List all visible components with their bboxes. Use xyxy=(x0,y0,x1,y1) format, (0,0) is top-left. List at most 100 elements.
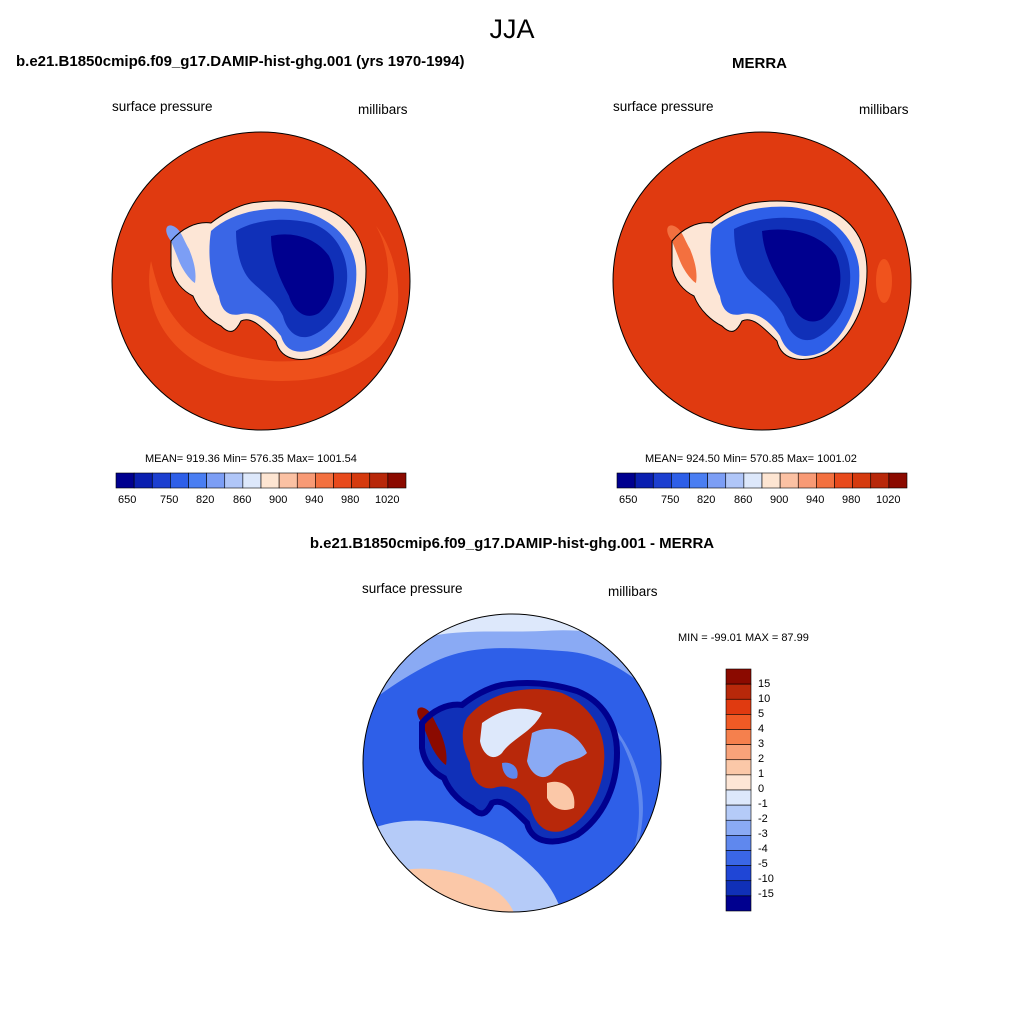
colorbar-swatch-1 xyxy=(634,472,654,489)
peninsula xyxy=(667,225,697,283)
interior-mix-3 xyxy=(547,781,575,810)
panel1-tick-0: 650 xyxy=(118,494,137,506)
panel3-tick-3: 4 xyxy=(758,723,765,735)
colorbar-swatch-3 xyxy=(671,472,690,489)
panel3-title: b.e21.B1850cmip6.f09_g17.DAMIP-hist-ghg.… xyxy=(309,535,715,552)
panel2-units-label: millibars xyxy=(859,102,909,117)
high-pressure-patch xyxy=(876,259,892,303)
colorbar-swatch-14 xyxy=(369,472,389,489)
colorbar-swatch-1 xyxy=(133,472,153,489)
colorbar-swatch-15 xyxy=(387,472,407,489)
coastline xyxy=(170,200,367,360)
peninsula xyxy=(166,225,196,283)
diff-colorbar-swatch-12 xyxy=(725,850,752,866)
diff-colorbar-swatch-8 xyxy=(725,789,752,806)
colorbar-swatch-12 xyxy=(333,472,352,489)
plateau-core xyxy=(271,234,334,316)
colorbar-swatch-7 xyxy=(242,472,262,489)
panel1-variable-label: surface pressure xyxy=(112,99,213,114)
colorbar-swatch-2 xyxy=(151,472,171,489)
interior-mix-2 xyxy=(527,728,587,778)
diff-colorbar-swatch-5 xyxy=(725,744,752,761)
panel2-tick-4: 900 xyxy=(770,494,789,506)
panel2-stats: MEAN= 924.50 Min= 570.85 Max= 1001.02 xyxy=(645,453,857,465)
panel1-map xyxy=(111,131,411,431)
panel2-title: MERRA xyxy=(732,55,787,72)
panel1-tick-4: 900 xyxy=(269,494,288,506)
diff-colorbar-swatch-2 xyxy=(725,698,752,715)
panel3-tick-2: 5 xyxy=(758,708,765,720)
panel2-tick-1: 750 xyxy=(661,494,680,506)
panel3-tick-13: -10 xyxy=(758,873,774,885)
panel2-tick-0: 650 xyxy=(619,494,638,506)
colorbar-swatch-8 xyxy=(761,472,781,489)
panel3-variable-label: surface pressure xyxy=(362,581,463,596)
panel3-tick-4: 3 xyxy=(758,738,765,750)
panel3-colorbar-ticks: 15 10 5 4 3 2 1 0 -1 -2 -3 -4 -5 -10 -15 xyxy=(758,678,798,908)
panel3-tick-1: 10 xyxy=(758,693,771,705)
panel2-map xyxy=(612,131,912,431)
panel3-tick-9: -2 xyxy=(758,813,768,825)
panel3-tick-7: 0 xyxy=(758,783,765,795)
colorbar-swatch-13 xyxy=(852,472,872,489)
panel2-tick-7: 1020 xyxy=(876,494,901,506)
panel2-colorbar-ticks: 650 750 820 860 900 940 980 1020 xyxy=(617,494,907,508)
panel3-tick-14: -15 xyxy=(758,888,774,900)
colorbar-swatch-0 xyxy=(115,472,135,489)
panel3-colorbar xyxy=(725,668,752,912)
diff-colorbar-swatch-0 xyxy=(725,668,752,685)
panel1-tick-1: 750 xyxy=(160,494,179,506)
plateau-core xyxy=(762,229,841,322)
diff-colorbar-swatch-4 xyxy=(725,729,752,745)
diff-colorbar-swatch-7 xyxy=(725,774,752,791)
panel1-colorbar xyxy=(115,472,407,489)
colorbar-swatch-12 xyxy=(834,472,853,489)
weak-negative-band xyxy=(363,614,661,708)
diff-colorbar-swatch-10 xyxy=(725,819,752,836)
panel1-colorbar-ticks: 650 750 820 860 900 940 980 1020 xyxy=(116,494,406,508)
colorbar-swatch-15 xyxy=(888,472,908,489)
colorbar-swatch-3 xyxy=(170,472,189,489)
colorbar-swatch-10 xyxy=(797,472,817,489)
panel3-map xyxy=(362,613,662,913)
colorbar-swatch-11 xyxy=(315,472,334,489)
colorbar-swatch-6 xyxy=(224,472,244,489)
panel2-colorbar xyxy=(616,472,908,489)
diff-colorbar-swatch-9 xyxy=(725,804,752,821)
colorbar-swatch-14 xyxy=(870,472,890,489)
coastline xyxy=(671,200,868,360)
panel3-tick-0: 15 xyxy=(758,678,771,690)
colorbar-swatch-0 xyxy=(616,472,636,489)
interior-mix-4 xyxy=(502,762,518,779)
panel2-variable-label: surface pressure xyxy=(613,99,714,114)
panel2-tick-3: 860 xyxy=(734,494,753,506)
colorbar-swatch-4 xyxy=(188,472,207,489)
colorbar-swatch-2 xyxy=(652,472,672,489)
diff-colorbar-swatch-11 xyxy=(725,835,752,851)
panel1-tick-3: 860 xyxy=(233,494,252,506)
colorbar-swatch-6 xyxy=(725,472,745,489)
diff-colorbar-swatch-6 xyxy=(725,759,752,776)
panel3-tick-5: 2 xyxy=(758,753,765,765)
colorbar-swatch-8 xyxy=(260,472,280,489)
panel3-tick-8: -1 xyxy=(758,798,768,810)
colorbar-swatch-9 xyxy=(779,472,799,489)
colorbar-swatch-4 xyxy=(689,472,708,489)
panel2-tick-2: 820 xyxy=(697,494,716,506)
diff-colorbar-swatch-13 xyxy=(725,865,752,882)
colorbar-swatch-13 xyxy=(351,472,371,489)
figure-title: JJA xyxy=(489,14,535,44)
colorbar-swatch-7 xyxy=(743,472,763,489)
panel1-title: b.e21.B1850cmip6.f09_g17.DAMIP-hist-ghg.… xyxy=(16,53,465,70)
panel3-tick-11: -4 xyxy=(758,843,768,855)
interior-mix-1 xyxy=(480,708,542,758)
panel1-tick-5: 940 xyxy=(305,494,324,506)
panel3-tick-6: 1 xyxy=(758,768,765,780)
panel1-units-label: millibars xyxy=(358,102,408,117)
colorbar-swatch-5 xyxy=(707,472,727,489)
panel1-tick-6: 980 xyxy=(341,494,360,506)
panel3-tick-10: -3 xyxy=(758,828,768,840)
colorbar-swatch-10 xyxy=(296,472,316,489)
diff-colorbar-swatch-14 xyxy=(725,880,752,897)
panel1-tick-2: 820 xyxy=(196,494,215,506)
